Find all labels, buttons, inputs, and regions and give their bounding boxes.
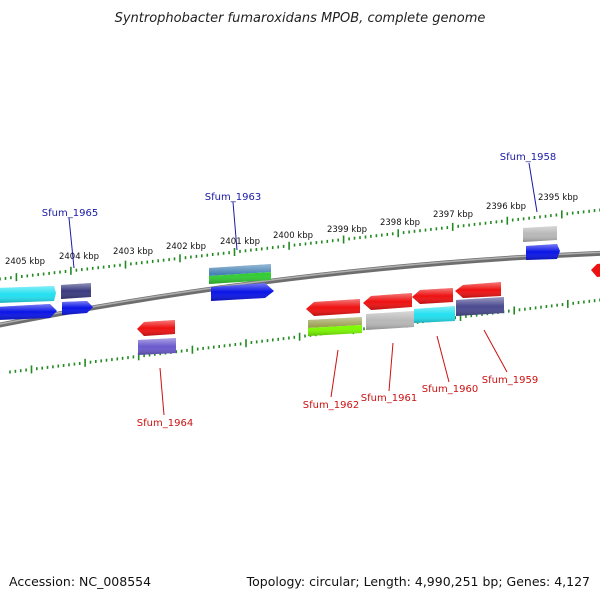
kbp-label-2400: 2400 kbp — [273, 231, 313, 241]
kbp-label-2403: 2403 kbp — [113, 247, 153, 257]
gene-label-sfum-1962[interactable]: Sfum_1962 — [303, 400, 359, 411]
cds-forward-1965-shade — [62, 301, 93, 315]
forward-features — [0, 226, 560, 320]
leader-1959 — [483, 329, 508, 373]
kbp-label-2399: 2399 kbp — [327, 225, 367, 235]
cds-reverse-1959-shade — [455, 282, 501, 298]
leader-1962 — [330, 349, 339, 398]
gene-label-sfum-1964[interactable]: Sfum_1964 — [137, 418, 193, 429]
cds-reverse-1960-shade — [412, 288, 453, 304]
map-title: Syntrophobacter fumaroxidans MPOB, compl… — [115, 11, 486, 26]
genome-info-label: Topology: circular; Length: 4,990,251 bp… — [246, 574, 590, 589]
gene-label-sfum-1960[interactable]: Sfum_1960 — [422, 384, 478, 395]
cog-bar-1963-shade — [209, 264, 271, 284]
kbp-label-2402: 2402 kbp — [166, 242, 206, 252]
kbp-label-2398: 2398 kbp — [380, 218, 420, 228]
kbp-label-2395: 2395 kbp — [538, 193, 578, 203]
leader-1963 — [232, 201, 238, 251]
cog-bar-navy-1965-shade — [61, 283, 91, 299]
gene-label-sfum-1963[interactable]: Sfum_1963 — [205, 192, 261, 203]
gene-labels: Sfum_1965 Sfum_1963 Sfum_1958 Sfum_1964 … — [42, 152, 556, 429]
leader-1965 — [68, 217, 75, 269]
leader-1958 — [528, 162, 538, 213]
cog-bar-cyan-1960-shade — [414, 306, 455, 323]
reverse-features — [137, 263, 600, 355]
gene-label-sfum-1961[interactable]: Sfum_1961 — [361, 393, 417, 404]
gene-label-sfum-1965[interactable]: Sfum_1965 — [42, 208, 98, 219]
leader-1960 — [436, 335, 450, 383]
cds-reverse-1961-shade — [363, 293, 412, 310]
cog-bar-gray-1961-shade — [366, 311, 414, 330]
cog-bar-1962-shade — [308, 317, 362, 336]
leader-1964 — [159, 367, 165, 416]
upper-tick-row — [0, 208, 600, 282]
leader-1961 — [388, 342, 394, 392]
kbp-label-2401: 2401 kbp — [220, 237, 260, 247]
gene-label-sfum-1958[interactable]: Sfum_1958 — [500, 152, 556, 163]
cog-bar-purple-1964-shade — [138, 338, 176, 355]
cds-forward-1958-shade — [526, 244, 560, 260]
kbp-labels: 2405 kbp 2404 kbp 2403 kbp 2402 kbp 2401… — [5, 193, 578, 267]
kbp-label-2396: 2396 kbp — [486, 202, 526, 212]
cds-forward-1963-shade — [211, 283, 274, 301]
cds-reverse-edge[interactable] — [591, 263, 600, 277]
cds-forward-left-shade — [0, 304, 57, 320]
gene-label-sfum-1959[interactable]: Sfum_1959 — [482, 375, 538, 386]
kbp-label-2405: 2405 kbp — [5, 257, 45, 267]
kbp-label-2404: 2404 kbp — [59, 252, 99, 262]
kbp-label-2397: 2397 kbp — [433, 210, 473, 220]
cog-bar-gray-1958-shade — [523, 226, 557, 242]
lower-tick-row — [9, 298, 600, 374]
cds-reverse-1962-shade — [306, 299, 360, 316]
gene-leader-lines — [68, 162, 538, 416]
cog-bar-cyan-left-shade — [0, 286, 56, 303]
accession-label: Accession: NC_008554 — [9, 574, 151, 589]
cog-bar-navy-1959-shade — [456, 297, 504, 316]
cds-reverse-1964-shade — [137, 320, 175, 336]
